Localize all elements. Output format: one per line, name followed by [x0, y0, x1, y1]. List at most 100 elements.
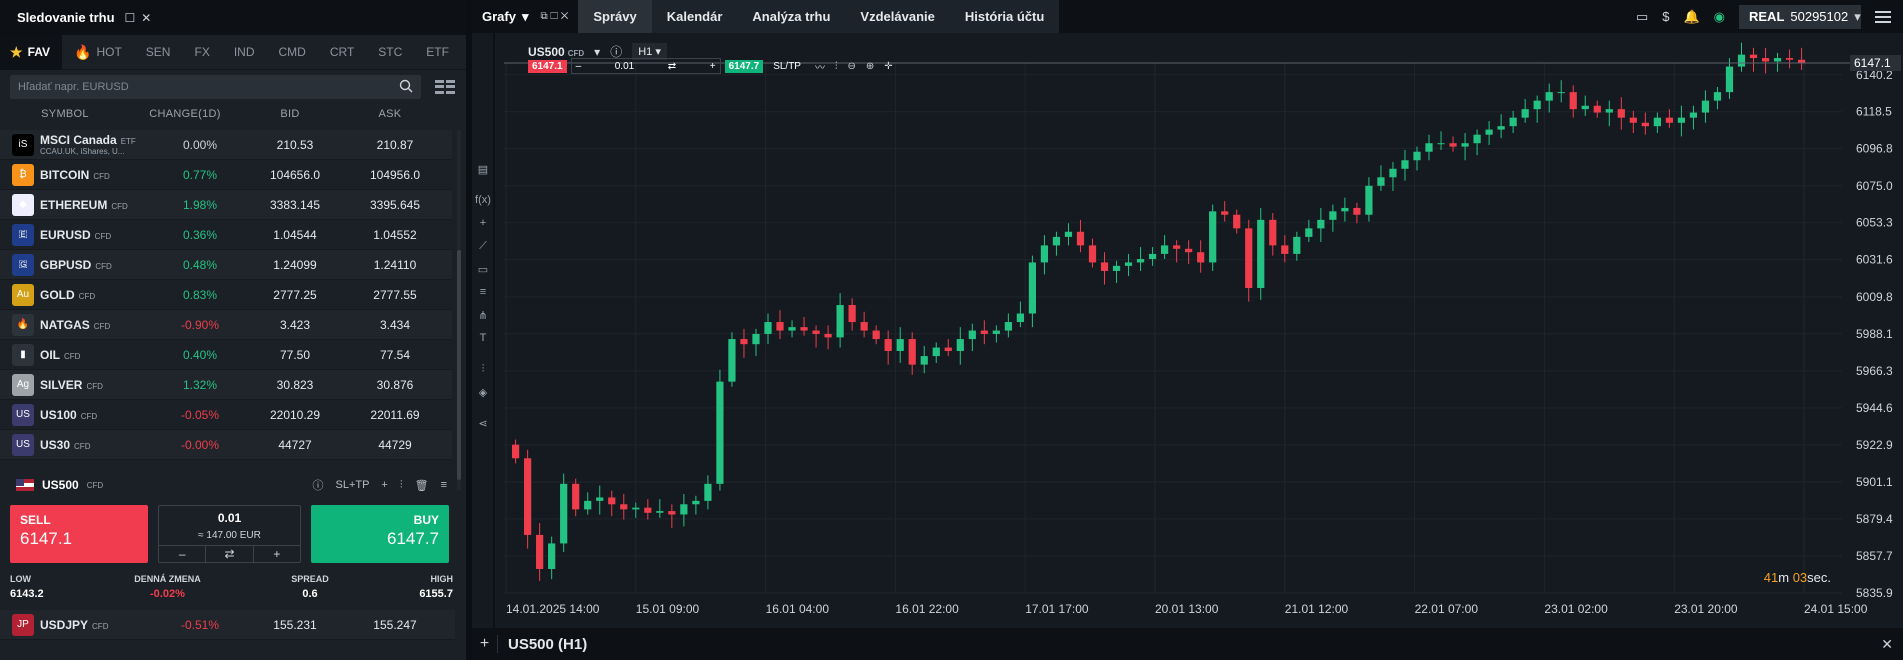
category-tab-cmd[interactable]: CMD: [267, 35, 318, 70]
ask-value[interactable]: 104956.0: [369, 167, 421, 182]
info-icon[interactable]: ⓘ: [312, 480, 324, 492]
delete-icon[interactable]: 🗑: [414, 479, 429, 492]
bid-value[interactable]: 2777.25: [273, 287, 317, 302]
chart-symbol[interactable]: US500 CFD: [528, 44, 585, 59]
line-chart-icon[interactable]: 〰: [814, 62, 825, 74]
category-tab-fav[interactable]: ★ FAV: [0, 34, 63, 70]
add-icon[interactable]: +: [381, 479, 388, 491]
maximize-icon[interactable]: ☐: [124, 10, 136, 25]
chart-volume-box[interactable]: – 0.01 ⇄ +: [570, 58, 721, 74]
zoom-in-icon[interactable]: ⊕: [865, 60, 875, 72]
grafy-label[interactable]: Grafy: [482, 9, 516, 24]
crosshair-tool-icon[interactable]: +: [479, 217, 487, 229]
grafy-menu[interactable]: Grafy ▾ ⧉ ☐ ✕: [472, 0, 578, 33]
fibonacci-icon[interactable]: ≡: [479, 286, 487, 298]
chevron-down-icon[interactable]: ▾: [521, 8, 529, 24]
watchlist-row[interactable]: 🇬 GBPUSD CFD 0.48% 1.24099 1.24110: [0, 250, 452, 280]
indicator-icon[interactable]: ⫶: [834, 60, 838, 72]
col-symbol[interactable]: SYMBOL: [41, 108, 89, 120]
add-chart-button[interactable]: +: [472, 635, 498, 653]
chart-sltp-button[interactable]: SL/TP: [773, 60, 801, 72]
bell-icon[interactable]: 🔔: [1683, 8, 1700, 24]
search-icon[interactable]: [399, 79, 413, 93]
watchlist-row[interactable]: US US100 CFD -0.05% 22010.29 22011.69: [0, 400, 452, 430]
selected-instrument-row[interactable]: US500 CFD ⓘ SL+TP + ⫶ 🗑 ≡: [0, 470, 455, 500]
layout-icon[interactable]: ▭: [1635, 8, 1649, 24]
tab-2[interactable]: Analýza trhu: [752, 9, 831, 24]
layers-icon[interactable]: ◈: [478, 386, 488, 399]
info-icon[interactable]: ⓘ: [610, 45, 623, 59]
swap-icon[interactable]: ⇄: [667, 60, 677, 72]
chevron-down-icon[interactable]: ▾: [594, 44, 601, 59]
tab-4[interactable]: História účtu: [964, 9, 1045, 24]
watchlist-row[interactable]: ▮ OIL CFD 0.40% 77.50 77.54: [0, 340, 452, 370]
search-input[interactable]: [18, 81, 378, 93]
grid-view-icon[interactable]: [435, 80, 455, 94]
bid-value[interactable]: 104656.0: [269, 167, 321, 182]
crosshair-icon[interactable]: ✛: [884, 60, 893, 72]
category-tab-sen[interactable]: SEN: [134, 35, 183, 70]
ask-value[interactable]: 2777.55: [373, 287, 417, 302]
watchlist-row[interactable]: ◆ ETHEREUM CFD 1.98% 3383.145 3395.645: [0, 190, 452, 220]
watchlist-row[interactable]: 🇪 EURUSD CFD 0.36% 1.04544 1.04552: [0, 220, 452, 250]
bid-value[interactable]: 30.823: [276, 377, 314, 392]
ask-value[interactable]: 1.24110: [373, 257, 417, 272]
bid-value[interactable]: 3.423: [279, 317, 311, 332]
function-icon[interactable]: f(x): [475, 194, 491, 206]
volume-value[interactable]: 0.01: [217, 511, 242, 525]
chart-buy-button[interactable]: 6147.7: [724, 59, 764, 73]
price-chart[interactable]: 6140.2 6118.5 6096.8 6075.0 6053.3 6031.6 6009…: [472, 33, 1903, 628]
sltp-button[interactable]: SL+TP: [335, 479, 370, 491]
scrollbar-thumb[interactable]: [457, 250, 461, 480]
search-box[interactable]: [10, 75, 421, 99]
tab-0[interactable]: Správy: [578, 0, 652, 33]
volume-decrease-button[interactable]: –: [159, 546, 207, 562]
col-change[interactable]: CHANGE(1D): [149, 108, 221, 120]
chart-sell-button[interactable]: 6147.1: [528, 59, 567, 73]
currency-icon[interactable]: $: [1662, 9, 1670, 24]
ask-value[interactable]: 77.54: [379, 347, 411, 362]
hamburger-menu-icon[interactable]: [1875, 10, 1891, 23]
watchlist-row[interactable]: Au GOLD CFD 0.83% 2777.25 2777.55: [0, 280, 452, 310]
volume-increase-button[interactable]: +: [273, 547, 281, 561]
chart-tab-title[interactable]: US500 (H1): [508, 635, 588, 653]
chart-area[interactable]: 6140.2 6118.5 6096.8 6075.0 6053.3 6031.6 6009…: [472, 33, 1903, 628]
ask-value[interactable]: 3.434: [379, 317, 411, 332]
share-icon[interactable]: ⋖: [478, 417, 488, 430]
zoom-out-icon[interactable]: ⊖: [847, 60, 856, 72]
category-tab-stc[interactable]: STC: [366, 35, 414, 70]
rectangle-icon[interactable]: ▭: [477, 263, 489, 276]
watchlist-row[interactable]: ₿ BITCOIN CFD 0.77% 104656.0 104956.0: [0, 160, 452, 190]
timeframe-select[interactable]: H1 ▾: [632, 43, 667, 60]
tab-3[interactable]: Vzdelávanie: [860, 9, 935, 24]
col-ask[interactable]: ASK: [378, 108, 402, 120]
bid-value[interactable]: 77.50: [279, 347, 311, 362]
chart-volume-value[interactable]: 0.01: [614, 60, 635, 72]
bid-value[interactable]: 1.24099: [273, 257, 317, 272]
ask-value[interactable]: 1.04552: [373, 227, 417, 242]
category-tab-crt[interactable]: CRT: [318, 35, 366, 70]
ask-value[interactable]: 44729: [378, 437, 412, 452]
bid-value[interactable]: 22010.29: [269, 407, 321, 422]
window-controls[interactable]: ⧉ ☐ ✕: [540, 11, 569, 22]
volume-increase-button[interactable]: +: [709, 60, 716, 72]
col-bid[interactable]: BID: [280, 108, 300, 120]
category-tab-fx[interactable]: FX: [182, 35, 221, 70]
watchlist-row[interactable]: Ag SILVER CFD 1.32% 30.823 30.876: [0, 370, 452, 400]
list-add-icon[interactable]: ≡: [440, 479, 447, 491]
sell-button[interactable]: SELL 6147.1: [10, 505, 148, 563]
ask-value[interactable]: 22011.69: [370, 407, 420, 422]
swap-icon[interactable]: ⇄: [206, 546, 254, 562]
watchlist-row-usdjpy[interactable]: JP USDJPY CFD -0.51% 155.231 155.247: [0, 610, 455, 640]
tab-1[interactable]: Kalendár: [666, 9, 723, 24]
trendline-icon[interactable]: ⟋: [479, 239, 487, 252]
ask-value[interactable]: 3395.645: [369, 197, 421, 212]
watchlist-row[interactable]: US US30 CFD -0.00% 44727 44729: [0, 430, 452, 460]
pitchfork-icon[interactable]: ⋔: [478, 309, 488, 322]
watchlist-row[interactable]: 🔥 NATGAS CFD -0.90% 3.423 3.434: [0, 310, 452, 340]
category-tab-hot[interactable]: 🔥 HOT: [62, 35, 134, 70]
close-icon[interactable]: ✕: [141, 10, 152, 25]
bid-value[interactable]: 1.04544: [273, 227, 317, 242]
ask-value[interactable]: 30.876: [376, 377, 414, 392]
watchlist-row[interactable]: iS MSCI Canada ETF CCAU.UK, iShares, U...…: [0, 130, 452, 160]
